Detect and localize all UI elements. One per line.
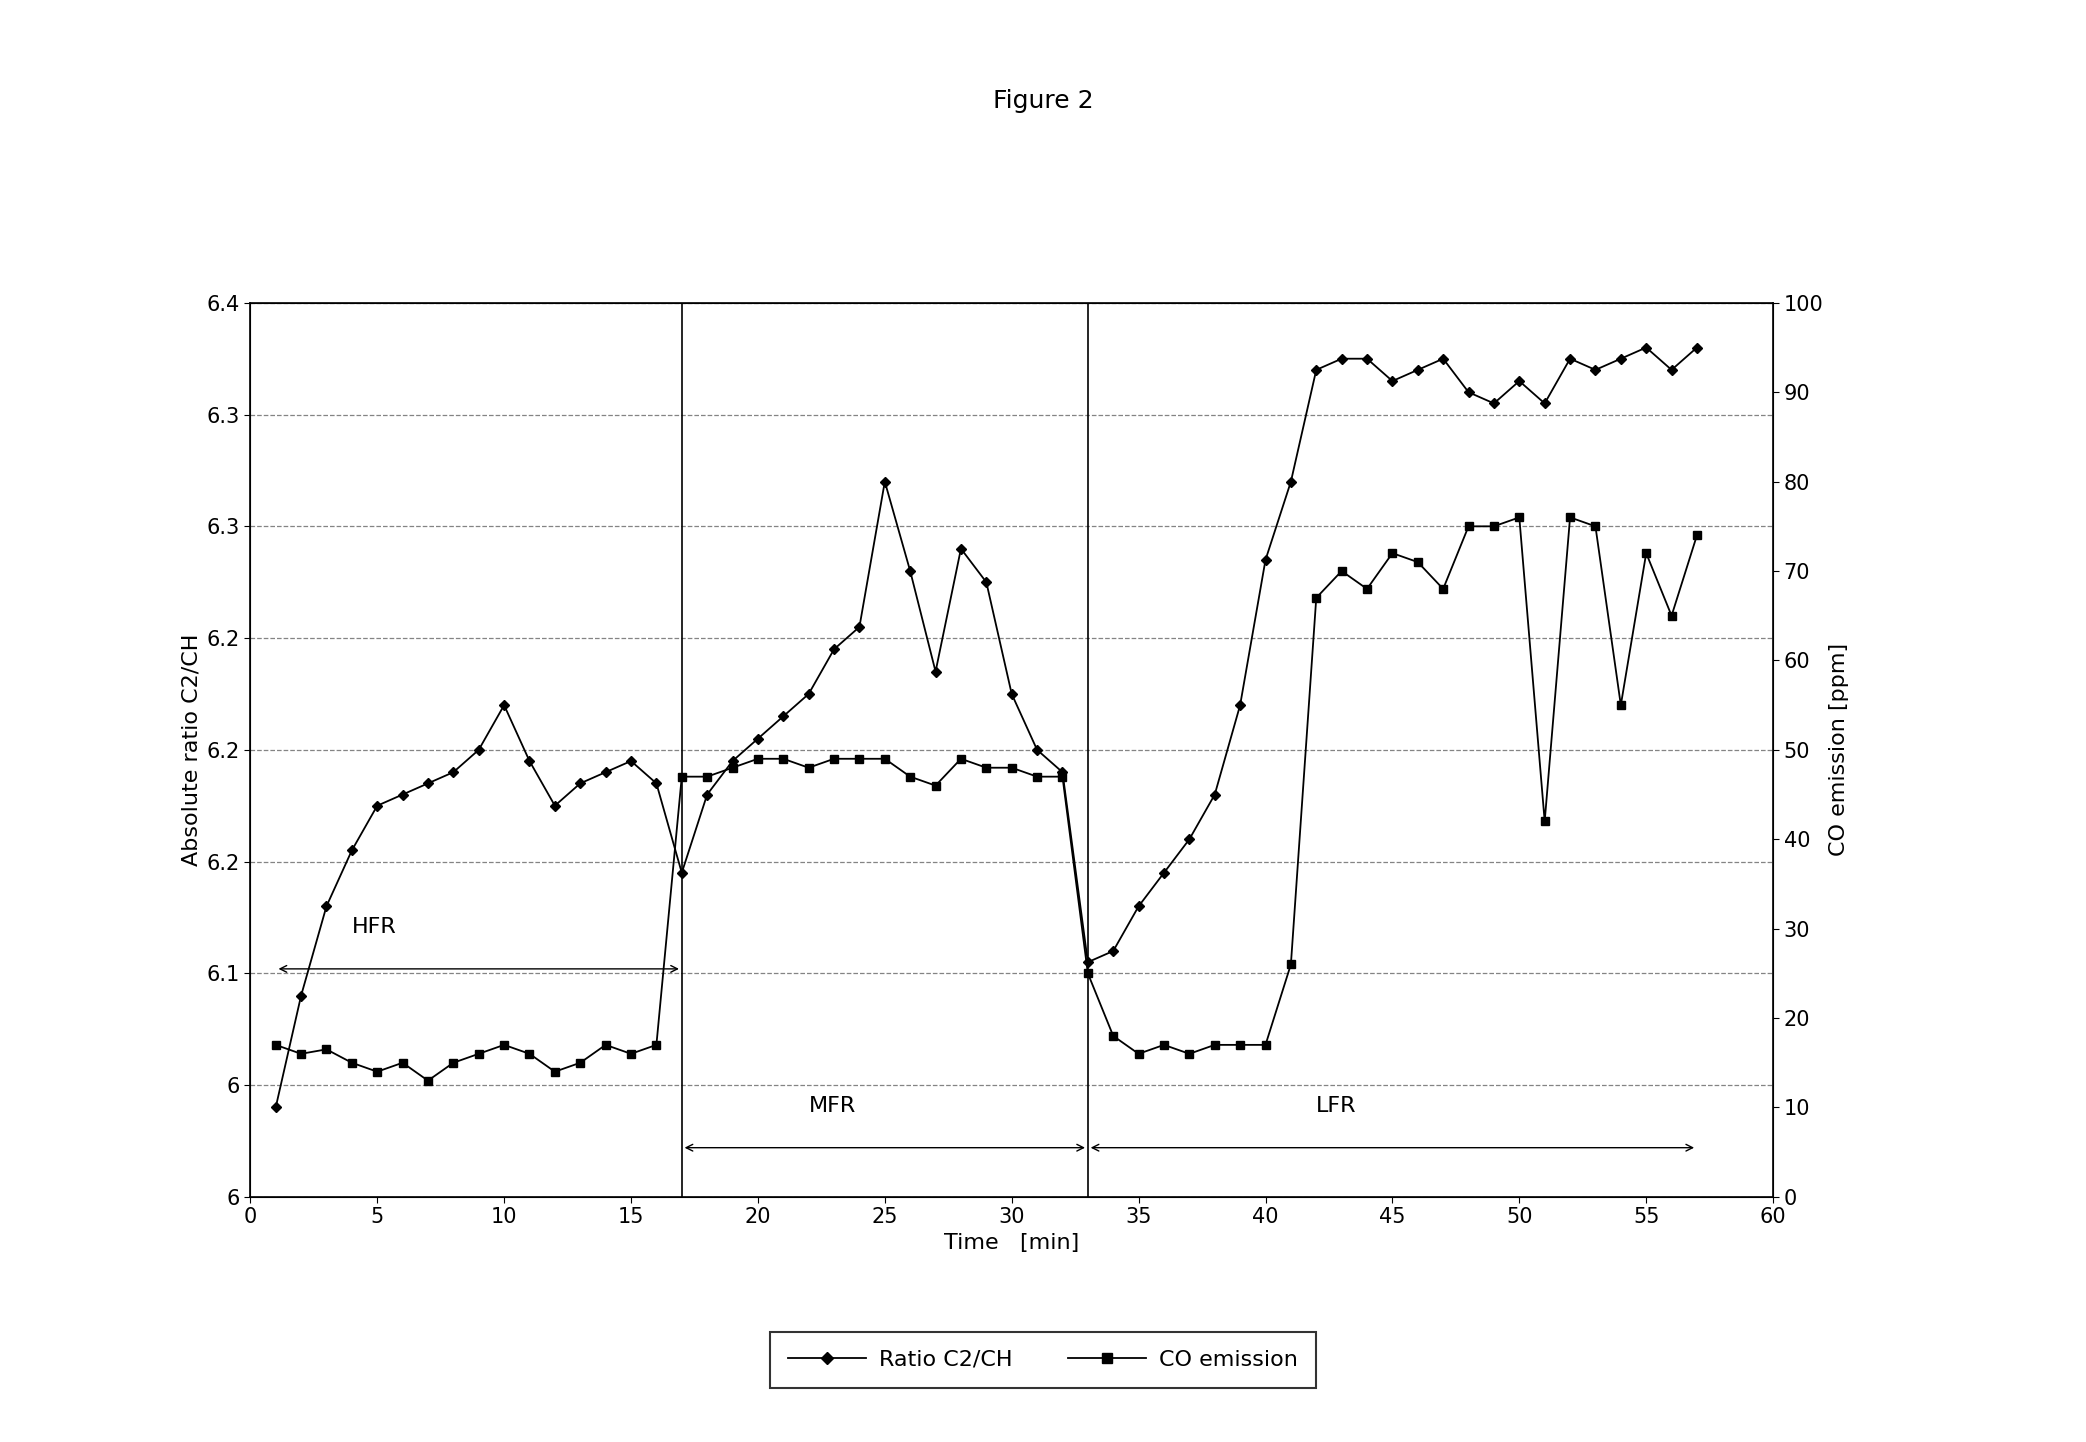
Text: Figure 2: Figure 2 bbox=[993, 89, 1093, 112]
Text: HFR: HFR bbox=[353, 917, 396, 937]
Y-axis label: CO emission [ppm]: CO emission [ppm] bbox=[1829, 643, 1848, 857]
Text: LFR: LFR bbox=[1316, 1096, 1356, 1116]
Legend: Ratio C2/CH, CO emission: Ratio C2/CH, CO emission bbox=[770, 1332, 1316, 1387]
X-axis label: Time   [min]: Time [min] bbox=[945, 1233, 1078, 1253]
Text: MFR: MFR bbox=[809, 1096, 855, 1116]
Y-axis label: Absolute ratio C2/CH: Absolute ratio C2/CH bbox=[181, 633, 200, 867]
